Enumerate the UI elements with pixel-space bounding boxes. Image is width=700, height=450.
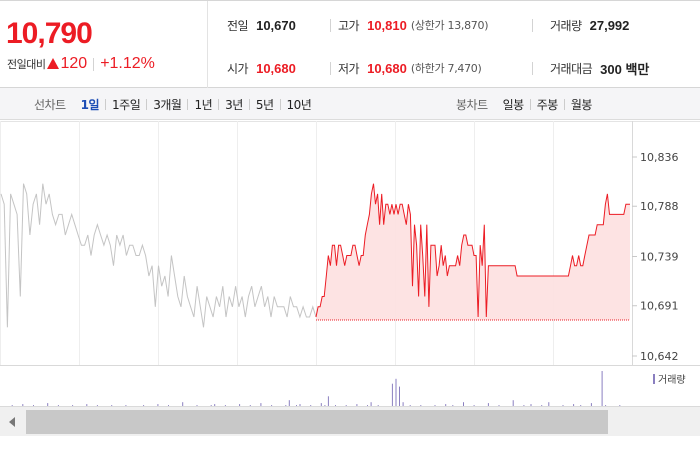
stat-prev-close: 전일 10,670 [227, 17, 296, 33]
scroll-left-arrow-icon[interactable] [9, 417, 15, 427]
tab-5year[interactable]: 5년 [255, 97, 274, 112]
volume-bar [370, 402, 372, 408]
divider [146, 98, 148, 110]
tab-1day[interactable]: 1일 [80, 97, 100, 112]
tab-daily-candle[interactable]: 일봉 [502, 97, 525, 112]
tab-1year[interactable]: 1년 [194, 97, 213, 112]
chart-area: 10,836 10,788 10,739 10,691 10,642 거래량 [0, 121, 700, 450]
divider [532, 62, 533, 75]
stats-panel: 전일 10,670 고가 10,810 (상한가 13,870) 거래량 27,… [209, 1, 700, 88]
lower-limit: (하한가 7,470) [410, 62, 482, 75]
stat-value: 10,680 [256, 60, 296, 76]
volume-bar [327, 396, 329, 408]
chart-period-tabs: 선차트 1일 1주일 3개월 1년 3년 5년 10년 봉차트 일봉 주봉 월봉 [0, 88, 700, 120]
change-value: 120 [60, 55, 88, 72]
stat-label: 고가 [338, 18, 360, 33]
y-tick-label: 10,788 [640, 200, 679, 213]
volume-bar [288, 400, 290, 408]
volume-bar [548, 402, 550, 408]
line-chart-label: 선차트 [34, 97, 66, 112]
change-row: 전일대비 120 +1.12% [7, 55, 155, 73]
tab-weekly-candle[interactable]: 주봉 [536, 97, 559, 112]
scroll-thumb[interactable] [26, 410, 608, 434]
y-tick-label: 10,739 [640, 251, 679, 264]
stat-label: 전일 [227, 18, 249, 33]
quote-header: 10,790 전일대비 120 +1.12% 전일 10,670 고가 10,8… [0, 0, 700, 88]
volume-bar [182, 402, 184, 408]
volume-bar [487, 403, 489, 408]
tab-10year[interactable]: 10년 [286, 97, 312, 112]
stat-label: 거래대금 [550, 61, 593, 76]
divider [105, 98, 107, 110]
stat-trade-amount: 거래대금 300 백만 [550, 60, 650, 77]
volume-bar [399, 386, 400, 408]
divider [93, 57, 95, 71]
divider [187, 98, 189, 110]
candle-chart-tabs: 봉차트 일봉 주봉 월봉 [456, 88, 598, 120]
volume-bar [601, 371, 603, 408]
stat-open: 시가 10,680 [227, 60, 296, 76]
stat-high: 고가 10,810 (상한가 13,870) [338, 17, 489, 33]
y-tick-label: 10,691 [640, 300, 679, 313]
stat-value: 10,810 [367, 17, 407, 33]
volume-bar [320, 403, 322, 408]
divider [330, 62, 331, 75]
volume-bar [402, 402, 404, 408]
upper-limit: (상한가 13,870) [410, 19, 489, 32]
stat-low: 저가 10,680 (하한가 7,470) [338, 60, 482, 76]
today-price-line [315, 183, 630, 318]
divider [248, 98, 250, 110]
previous-day-price-line [0, 183, 317, 328]
change-percent: +1.12% [100, 55, 155, 72]
stat-label: 시가 [227, 61, 249, 76]
change-label: 전일대비 [7, 58, 46, 71]
tab-3year[interactable]: 3년 [225, 97, 243, 112]
price-box: 10,790 전일대비 120 +1.12% [0, 1, 208, 88]
divider [279, 98, 281, 110]
stat-volume: 거래량 27,992 [550, 17, 629, 33]
y-tick-label: 10,836 [640, 151, 679, 164]
stat-value: 10,670 [256, 17, 296, 33]
stat-value: 27,992 [589, 17, 630, 33]
volume-bar [395, 378, 397, 408]
volume-legend-swatch [653, 374, 655, 384]
stat-value: 300 백만 [600, 61, 650, 77]
volume-bar [512, 400, 514, 408]
volume-legend-label: 거래량 [658, 374, 686, 386]
tab-1week[interactable]: 1주일 [112, 97, 141, 112]
volume-bar [391, 383, 393, 408]
line-chart-tabs: 선차트 1일 1주일 3개월 1년 3년 5년 10년 [34, 88, 317, 120]
stat-label: 거래량 [550, 18, 582, 33]
stat-value: 10,680 [367, 60, 407, 76]
tab-3month[interactable]: 3개월 [153, 97, 182, 112]
divider [330, 19, 331, 32]
volume-bar [47, 403, 49, 408]
volume-bar [590, 403, 592, 408]
bottom-strip [0, 436, 700, 450]
divider [218, 98, 220, 110]
candle-chart-label: 봉차트 [456, 97, 488, 112]
up-arrow-icon [47, 57, 60, 69]
volume-bar [260, 403, 262, 408]
divider [529, 98, 531, 110]
volume-bar [463, 402, 464, 408]
divider [532, 19, 533, 32]
tab-monthly-candle[interactable]: 월봉 [570, 97, 593, 112]
y-tick-label: 10,642 [640, 350, 679, 363]
price-chart: 10,836 10,788 10,739 10,691 10,642 거래량 [0, 121, 700, 408]
stat-label: 저가 [338, 61, 360, 76]
current-price: 10,790 [6, 17, 93, 50]
divider [563, 98, 565, 110]
